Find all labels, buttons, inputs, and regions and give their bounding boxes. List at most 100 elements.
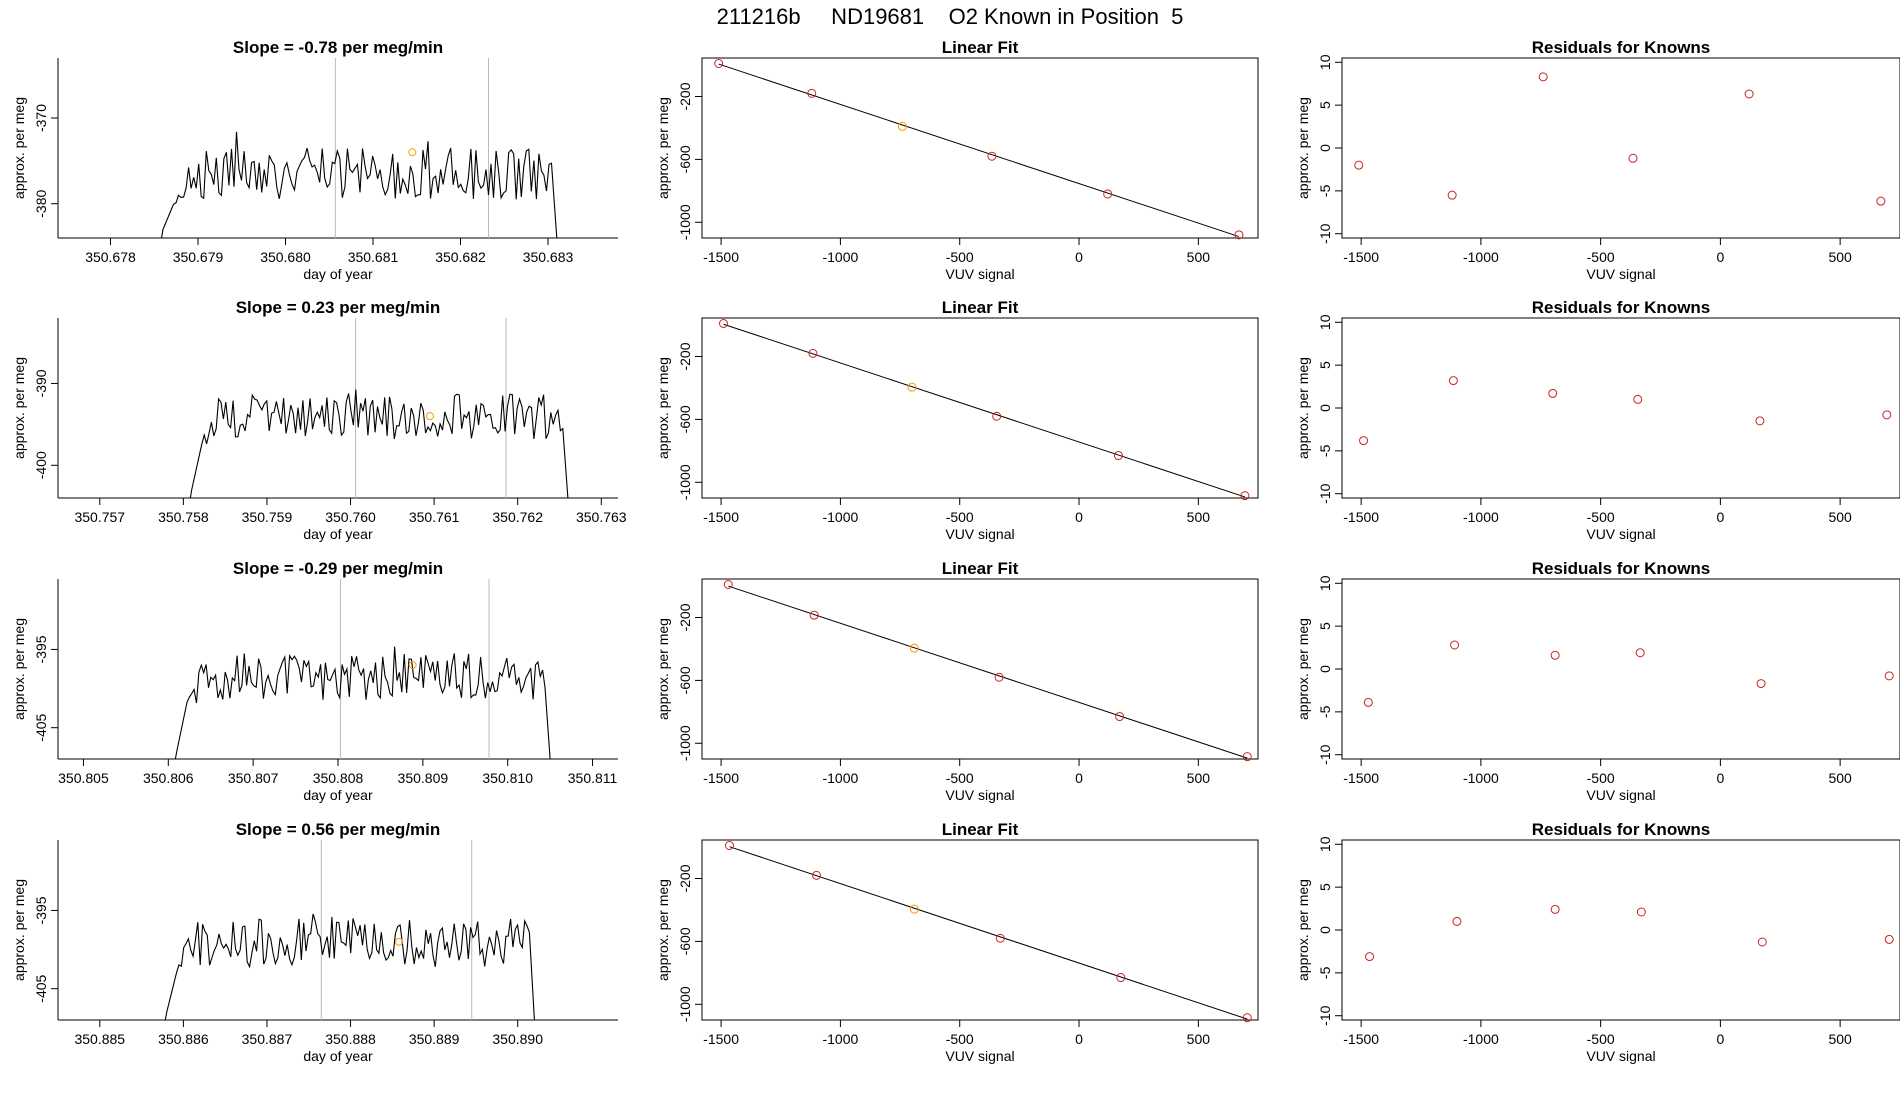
x-tick-label: 350.762 (492, 509, 543, 525)
panel-title: Slope = 0.56 per meg/min (236, 820, 441, 839)
y-axis-label: approx. per meg (1295, 97, 1311, 199)
panel-4-3: Residuals for Knowns -1500 -1000 -500 0 500 10… (1295, 820, 1900, 1064)
x-tick-label: 350.680 (260, 249, 311, 265)
data-point (714, 59, 724, 69)
x-tick-label: 0 (1075, 249, 1083, 265)
y-tick-label: -200 (677, 864, 693, 892)
figure-title: 211216b ND19681 O2 Known in Position 5 (716, 4, 1184, 29)
data-point (1242, 1013, 1252, 1023)
highlight-point (909, 904, 919, 914)
x-tick-label: -1500 (703, 509, 739, 525)
data-point (1550, 904, 1560, 914)
data-point (995, 933, 1005, 943)
x-tick-label: 0 (1716, 509, 1724, 525)
data-point (1882, 410, 1892, 420)
x-tick-label: -500 (1587, 770, 1615, 786)
data-point (1548, 388, 1558, 398)
x-tick-label: 350.888 (325, 1031, 376, 1047)
x-tick-label: -500 (946, 1031, 974, 1047)
data-trace-line (174, 646, 551, 759)
y-tick-label: -200 (677, 82, 693, 110)
y-tick-label: -405 (33, 974, 49, 1002)
data-point (1538, 72, 1548, 82)
data-point (1628, 153, 1638, 163)
panel-title: Linear Fit (942, 820, 1019, 839)
panel-2-1: Slope = 0.23 per meg/min 350.757 350.758 35… (11, 298, 627, 542)
x-tick-label: 350.808 (313, 770, 364, 786)
data-point (1876, 196, 1886, 206)
x-tick-label: -1000 (822, 249, 858, 265)
x-tick-label: 350.890 (492, 1031, 543, 1047)
data-point (1447, 190, 1457, 200)
data-point (1116, 973, 1126, 983)
data-point (1744, 89, 1754, 99)
y-tick-label: 10 (1317, 314, 1333, 330)
data-point (807, 88, 817, 98)
fit-line (729, 846, 1248, 1020)
data-point (1757, 937, 1767, 947)
x-tick-label: 500 (1828, 770, 1852, 786)
y-tick-label: -600 (677, 666, 693, 694)
x-tick-label: -1500 (703, 249, 739, 265)
data-point (808, 348, 818, 358)
panel-4-1: Slope = 0.56 per meg/min 350.885 350.886 35… (11, 820, 618, 1064)
x-tick-label: 350.810 (482, 770, 533, 786)
x-tick-label: 0 (1716, 249, 1724, 265)
y-tick-label: 0 (1317, 404, 1333, 412)
y-axis-label: approx. per meg (11, 97, 27, 199)
y-axis-label: approx. per meg (655, 97, 671, 199)
y-axis-label: approx. per meg (1295, 357, 1311, 459)
x-tick-label: -500 (946, 249, 974, 265)
plot-frame (701, 317, 1259, 499)
panel-3-1: Slope = -0.29 per meg/min 350.805 350.806 3… (11, 559, 618, 803)
x-tick-label: -1500 (1343, 509, 1379, 525)
data-point (1240, 491, 1250, 501)
x-tick-label: 350.805 (58, 770, 109, 786)
x-axis-label: day of year (303, 526, 373, 542)
data-point (1884, 934, 1894, 944)
data-point (1884, 671, 1894, 681)
data-point (1756, 679, 1766, 689)
y-tick-label: 0 (1317, 665, 1333, 673)
highlight-point (907, 382, 917, 392)
x-axis-label: VUV signal (945, 1048, 1014, 1064)
y-tick-label: -1000 (677, 725, 693, 761)
fit-line (723, 323, 1246, 498)
y-tick-label: -5 (1317, 444, 1333, 457)
highlight-point (408, 661, 417, 670)
panel-4-2: Linear Fit -1500 -1000 -500 0 500 -200 -600 -100… (655, 820, 1259, 1064)
x-axis-label: VUV signal (1586, 266, 1655, 282)
panel-title: Residuals for Knowns (1532, 298, 1711, 317)
x-tick-label: -1500 (703, 1031, 739, 1047)
data-point (1242, 752, 1252, 762)
x-tick-label: 500 (1187, 249, 1211, 265)
x-tick-label: 0 (1716, 1031, 1724, 1047)
x-tick-label: -1500 (1343, 770, 1379, 786)
x-tick-label: 350.757 (74, 509, 125, 525)
plot-frame (1341, 317, 1900, 499)
x-tick-label: 350.889 (409, 1031, 460, 1047)
x-tick-label: -500 (1587, 249, 1615, 265)
panel-2-3: Residuals for Knowns -1500 -1000 -500 0 500 10… (1295, 298, 1900, 542)
x-tick-label: 350.760 (325, 509, 376, 525)
panel-title: Linear Fit (942, 38, 1019, 57)
highlight-point (909, 643, 919, 653)
y-tick-label: 5 (1317, 101, 1333, 109)
x-tick-label: 350.759 (242, 509, 293, 525)
x-tick-label: 350.806 (143, 770, 194, 786)
data-point (1448, 376, 1458, 386)
y-tick-label: -200 (677, 603, 693, 631)
panel-title: Residuals for Knowns (1532, 38, 1711, 57)
x-tick-label: 0 (1075, 1031, 1083, 1047)
data-point (1354, 160, 1364, 170)
x-tick-label: 350.811 (568, 770, 618, 786)
x-tick-label: -1000 (1463, 249, 1499, 265)
y-tick-label: 0 (1317, 926, 1333, 934)
data-trace-line (189, 389, 569, 498)
panel-title: Linear Fit (942, 298, 1019, 317)
y-axis-label: approx. per meg (11, 879, 27, 981)
x-tick-label: -1500 (703, 770, 739, 786)
highlight-point (897, 121, 907, 131)
y-tick-label: -400 (33, 451, 49, 479)
